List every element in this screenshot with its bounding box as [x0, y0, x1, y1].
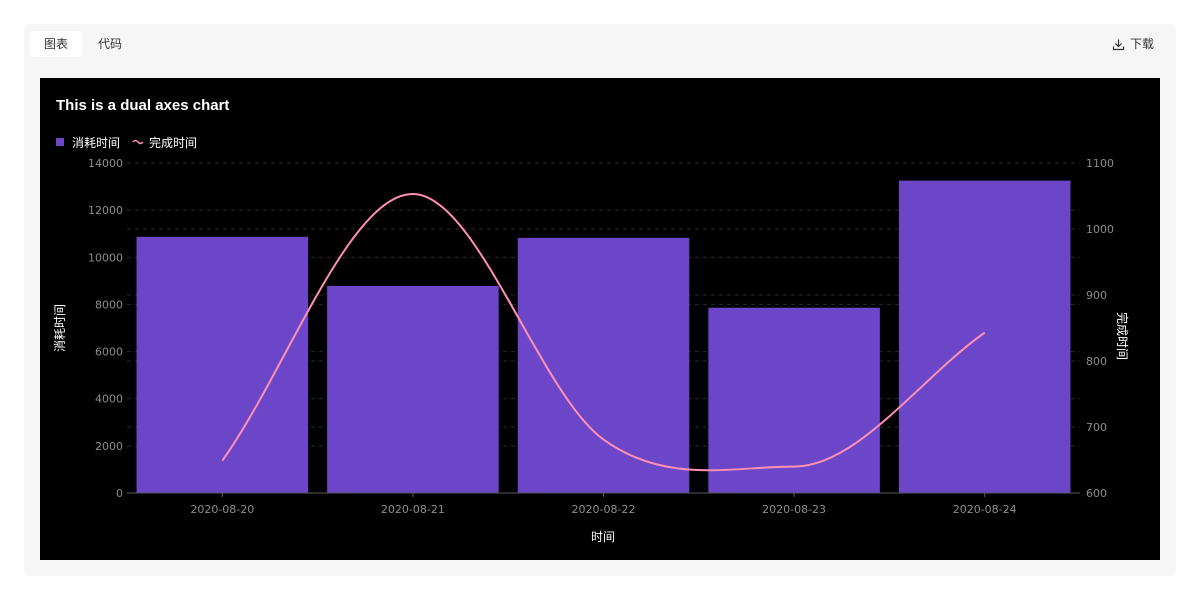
legend-line-label: 完成时间	[149, 135, 197, 150]
y-right-axis: 600 700 800 900 1000 1100	[1086, 157, 1114, 500]
y-right-axis-label: 完成时间	[1115, 312, 1130, 360]
chart-panel: 图表 代码 下载 This is a dual axes chart 消耗时间	[24, 24, 1176, 576]
y-left-tick-label: 2000	[95, 440, 123, 453]
y-right-tick-label: 600	[1086, 487, 1107, 500]
tab-chart[interactable]: 图表	[30, 31, 83, 57]
y-right-tick-label: 1100	[1086, 157, 1114, 170]
x-tick-label: 2020-08-22	[572, 503, 636, 516]
download-label: 下载	[1129, 37, 1154, 51]
tab-code[interactable]: 代码	[98, 37, 123, 51]
x-tick-label: 2020-08-24	[953, 503, 1017, 516]
bar-2020-08-24	[898, 180, 1071, 493]
legend-bar-swatch	[56, 138, 64, 146]
y-left-axis: 0 2000 4000 6000 8000 10000 12000 14000	[88, 157, 123, 500]
bar-2020-08-21	[327, 285, 499, 493]
y-left-tick-label: 4000	[95, 393, 123, 406]
x-tick-label: 2020-08-23	[762, 503, 826, 516]
line-series	[221, 193, 986, 472]
x-axis-label: 时间	[591, 530, 615, 544]
legend-item-bar[interactable]: 消耗时间	[56, 136, 120, 150]
y-left-tick-label: 12000	[88, 204, 123, 217]
x-tick-label: 2020-08-20	[190, 503, 254, 516]
y-left-tick-label: 10000	[88, 251, 123, 264]
legend-line-swatch	[132, 139, 144, 145]
y-right-tick-label: 800	[1086, 355, 1107, 368]
legend-bar-label: 消耗时间	[72, 136, 120, 150]
bar-series	[136, 180, 1071, 493]
line-series-path	[221, 193, 986, 472]
y-right-tick-label: 1000	[1086, 223, 1114, 236]
x-axis: 2020-08-20 2020-08-21 2020-08-22 2020-08-23…	[127, 492, 1080, 516]
chart-title: This is a dual axes chart	[56, 97, 229, 114]
tab-bar: 图表 代码 下载	[24, 24, 1176, 62]
download-icon	[1112, 38, 1125, 51]
chart-canvas: This is a dual axes chart 消耗时间 完成时间 0 200…	[40, 78, 1160, 560]
legend: 消耗时间 完成时间	[56, 135, 197, 150]
y-left-tick-label: 6000	[95, 346, 123, 359]
y-left-tick-label: 0	[116, 487, 123, 500]
bar-2020-08-20	[136, 236, 309, 493]
dual-axes-chart: This is a dual axes chart 消耗时间 完成时间 0 200…	[53, 97, 1130, 544]
legend-item-line[interactable]: 完成时间	[132, 135, 197, 150]
x-tick-label: 2020-08-21	[381, 503, 445, 516]
y-right-tick-label: 900	[1086, 289, 1107, 302]
bar-2020-08-22	[517, 237, 690, 493]
y-left-axis-label: 消耗时间	[53, 304, 67, 352]
y-right-tick-label: 700	[1086, 421, 1107, 434]
y-left-tick-label: 8000	[95, 298, 123, 311]
bar-2020-08-23	[708, 307, 880, 493]
y-left-tick-label: 14000	[88, 157, 123, 170]
download-button[interactable]: 下载	[1112, 31, 1154, 57]
